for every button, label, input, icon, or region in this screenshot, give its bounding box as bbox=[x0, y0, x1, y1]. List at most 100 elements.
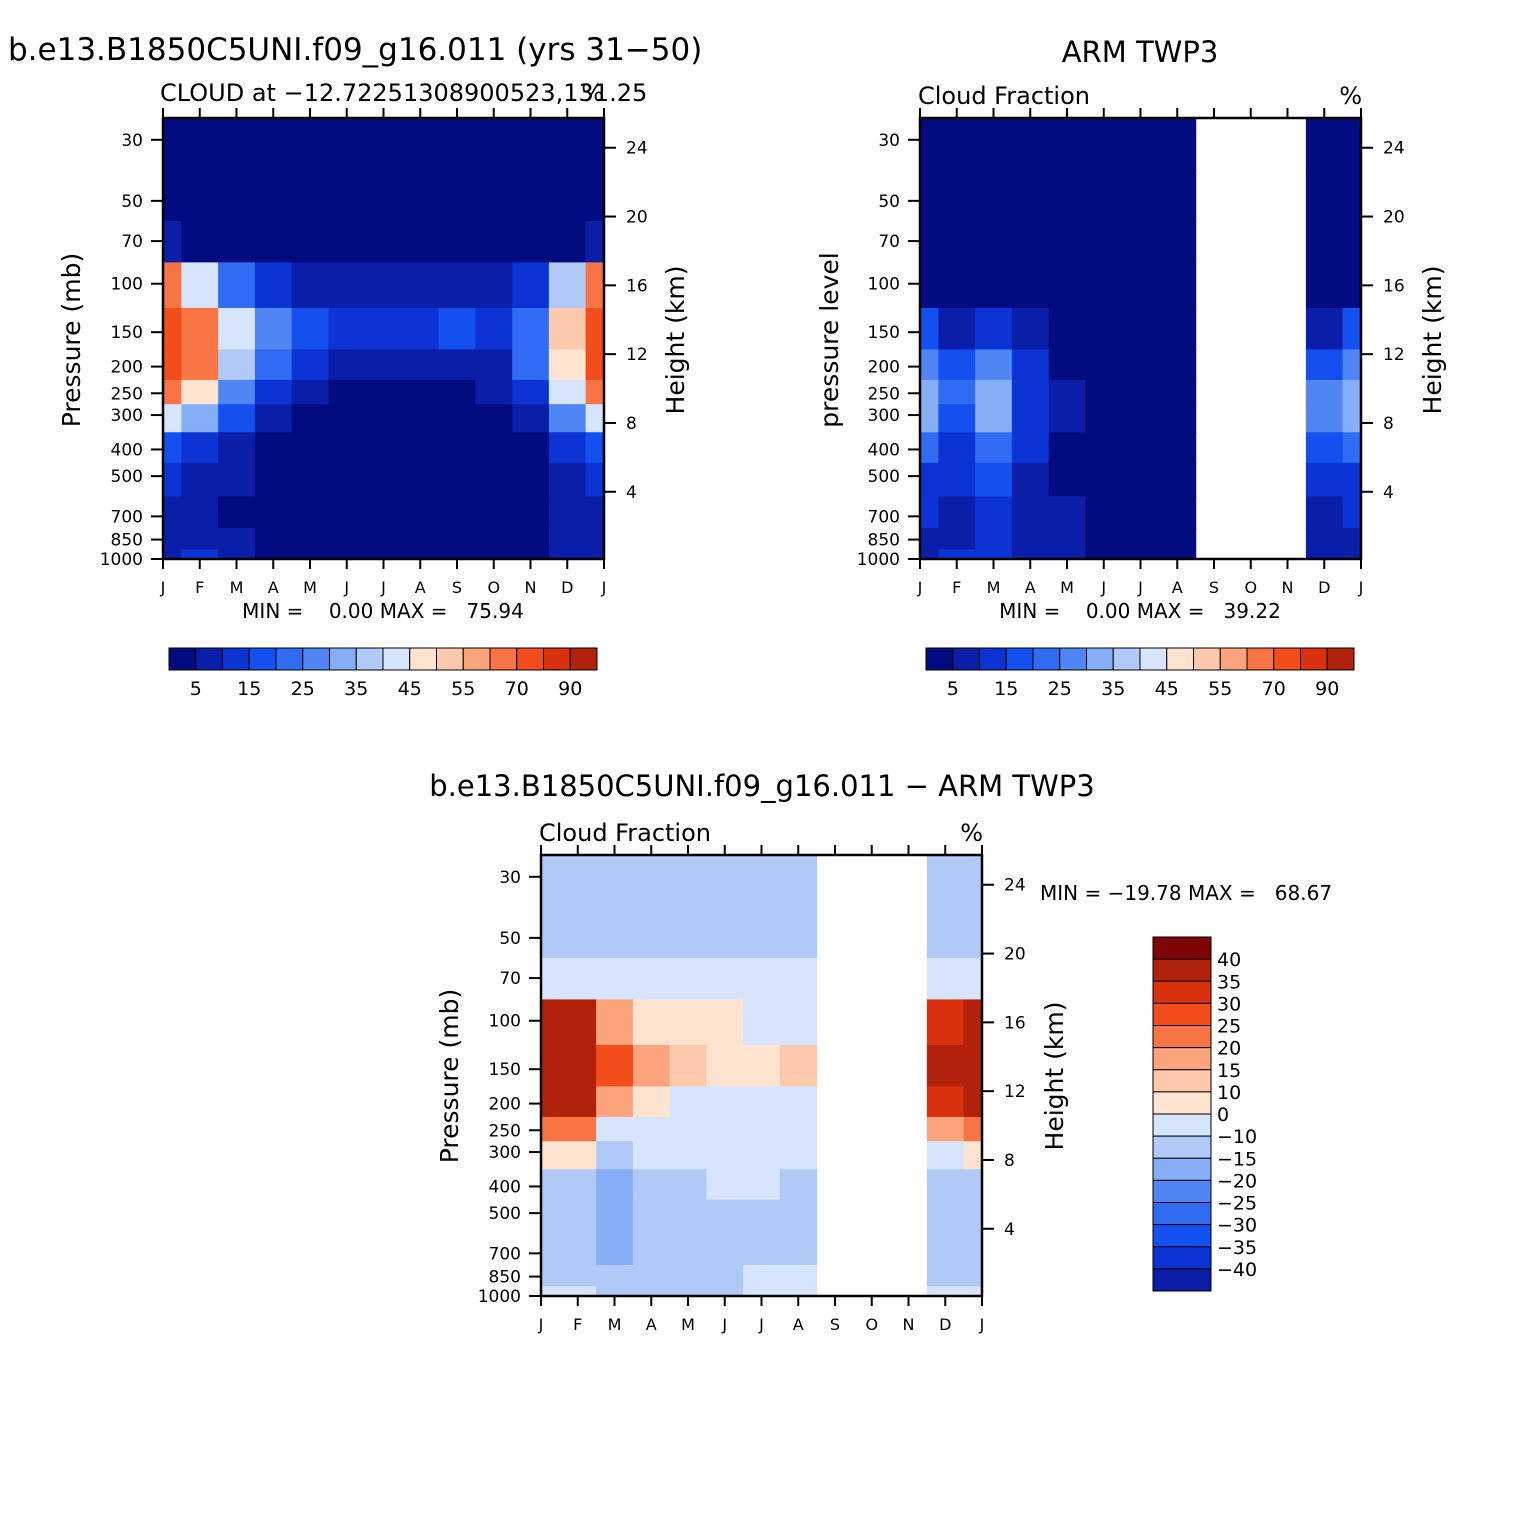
panel-obs-cell bbox=[1305, 307, 1344, 350]
panel-diff-cell bbox=[596, 999, 634, 1046]
panel-obs-cell bbox=[1085, 307, 1123, 350]
panel-diff-minmax: MIN = −19.78 MAX = 68.67 bbox=[1040, 881, 1332, 905]
panel-model-cell bbox=[291, 496, 329, 529]
panel-diff-cell bbox=[779, 1141, 818, 1170]
panel-obs-cell bbox=[1085, 170, 1123, 222]
panel-model-cell bbox=[181, 349, 219, 381]
panel-model-cell bbox=[438, 549, 476, 560]
panel-obs-cell bbox=[975, 170, 1013, 222]
panel-model-cell bbox=[328, 496, 366, 529]
panel-diff-cell bbox=[963, 1199, 983, 1234]
panel-diff-colorbar-swatch bbox=[1152, 1113, 1212, 1137]
panel-obs-cell bbox=[1342, 527, 1362, 550]
panel-obs-ytick-label: 100 bbox=[868, 275, 900, 295]
panel-model-cell bbox=[291, 549, 329, 560]
panel-diff-cell bbox=[541, 1141, 560, 1170]
panel-obs-cell bbox=[1048, 220, 1086, 264]
panel-diff-cell bbox=[632, 1264, 671, 1287]
panel-diff-xtick-label: J bbox=[721, 1315, 727, 1334]
panel-obs-colorbar-swatch bbox=[1086, 647, 1114, 671]
panel-diff-cell bbox=[559, 999, 597, 1046]
panel-obs-cell bbox=[1085, 527, 1123, 550]
panel-model-colorbar-label: 15 bbox=[237, 678, 261, 700]
panel-diff-cell bbox=[559, 957, 597, 1001]
panel-model-cell bbox=[585, 432, 605, 464]
panel-diff-cell bbox=[743, 1233, 781, 1266]
panel-diff-cell bbox=[596, 1044, 634, 1087]
panel-obs-cell bbox=[1158, 118, 1197, 171]
panel-model-cell bbox=[512, 462, 550, 497]
panel-diff-cell bbox=[926, 855, 965, 908]
panel-model-cell bbox=[585, 262, 605, 309]
panel-model-cell bbox=[163, 118, 182, 171]
panel-diff-cell bbox=[743, 1086, 781, 1118]
panel-model-cell bbox=[181, 379, 219, 405]
panel-model-cell bbox=[548, 307, 587, 350]
panel-model-xtick-label: O bbox=[487, 578, 500, 597]
panel-diff-cell bbox=[541, 957, 560, 1001]
panel-diff-cell bbox=[559, 907, 597, 959]
panel-obs-cell bbox=[1158, 379, 1197, 405]
panel-obs-cell bbox=[1011, 170, 1050, 222]
panel-diff-ytick-label: 700 bbox=[489, 1244, 521, 1264]
panel-obs-xtick-label: A bbox=[1025, 578, 1036, 597]
panel-obs-colorbar-label: 35 bbox=[1101, 678, 1125, 700]
panel-model-cell bbox=[475, 379, 513, 405]
panel-obs-y2label: Height (km) bbox=[1418, 266, 1447, 415]
bottom-title: b.e13.B1850C5UNI.f09_g16.011 − ARM TWP3 bbox=[429, 769, 1094, 803]
panel-obs-cell bbox=[1305, 527, 1344, 550]
panel-diff-cell bbox=[743, 1169, 781, 1201]
panel-diff-cell bbox=[779, 1044, 818, 1087]
panel-diff-xtick-label: J bbox=[758, 1315, 764, 1334]
panel-obs-y2tick-label: 24 bbox=[1383, 139, 1405, 159]
panel-diff-colorbar-swatch bbox=[1152, 1224, 1212, 1248]
panel-diff-colorbar-label: −30 bbox=[1217, 1215, 1257, 1237]
panel-model-cell bbox=[254, 220, 293, 264]
panel-diff-colorbar-label: 0 bbox=[1217, 1104, 1229, 1126]
panel-obs-cell bbox=[1342, 170, 1362, 222]
panel-diff-cell bbox=[559, 1286, 597, 1297]
panel-obs-cell bbox=[920, 262, 939, 309]
panel-model-cell bbox=[181, 220, 219, 264]
panel-obs-cell bbox=[920, 549, 939, 560]
panel-diff-cell bbox=[596, 1286, 634, 1297]
panel-model-colorbar-swatch bbox=[382, 647, 411, 671]
panel-obs-cell bbox=[975, 262, 1013, 309]
panel-diff-cell bbox=[706, 1116, 744, 1142]
panel-model-cell bbox=[585, 170, 605, 222]
panel-obs-cell bbox=[975, 527, 1013, 550]
panel-model-cell bbox=[475, 307, 513, 350]
panel-diff-cell bbox=[743, 999, 781, 1046]
panel-model-cell bbox=[548, 349, 587, 381]
panel-diff-cell bbox=[779, 1169, 818, 1201]
panel-model-cell bbox=[548, 404, 587, 433]
panel-diff-cell bbox=[779, 907, 818, 959]
panel-diff-ytick-label: 100 bbox=[489, 1012, 521, 1032]
panel-obs-cell bbox=[1122, 170, 1160, 222]
panel-obs-colorbar-swatch bbox=[952, 647, 980, 671]
panel-obs-cell bbox=[920, 404, 939, 433]
panel-diff-cell bbox=[632, 1169, 671, 1201]
panel-obs-cell bbox=[1011, 379, 1050, 405]
panel-model-cell bbox=[163, 307, 182, 350]
panel-model-cell bbox=[218, 307, 256, 350]
panel-model-y2tick-label: 20 bbox=[626, 208, 648, 228]
panel-diff-cell bbox=[632, 999, 671, 1046]
panel-diff-cell bbox=[706, 1169, 744, 1201]
panel-model-cell bbox=[401, 462, 440, 497]
panel-diff-cell bbox=[632, 1141, 671, 1170]
panel-model-cell bbox=[254, 549, 293, 560]
panel-obs-cell bbox=[920, 496, 939, 529]
panel-obs-y2tick-label: 20 bbox=[1383, 208, 1405, 228]
panel-model-cell bbox=[585, 462, 605, 497]
panel-model-cell bbox=[291, 170, 329, 222]
panel-model-cell bbox=[181, 527, 219, 550]
panel-model-cell bbox=[475, 404, 513, 433]
panel-obs-ylabel: pressure level bbox=[815, 252, 844, 427]
panel-diff-cell bbox=[706, 1199, 744, 1234]
panel-obs-colorbar-label: 55 bbox=[1208, 678, 1232, 700]
panel-obs-ytick-label: 250 bbox=[868, 384, 900, 404]
